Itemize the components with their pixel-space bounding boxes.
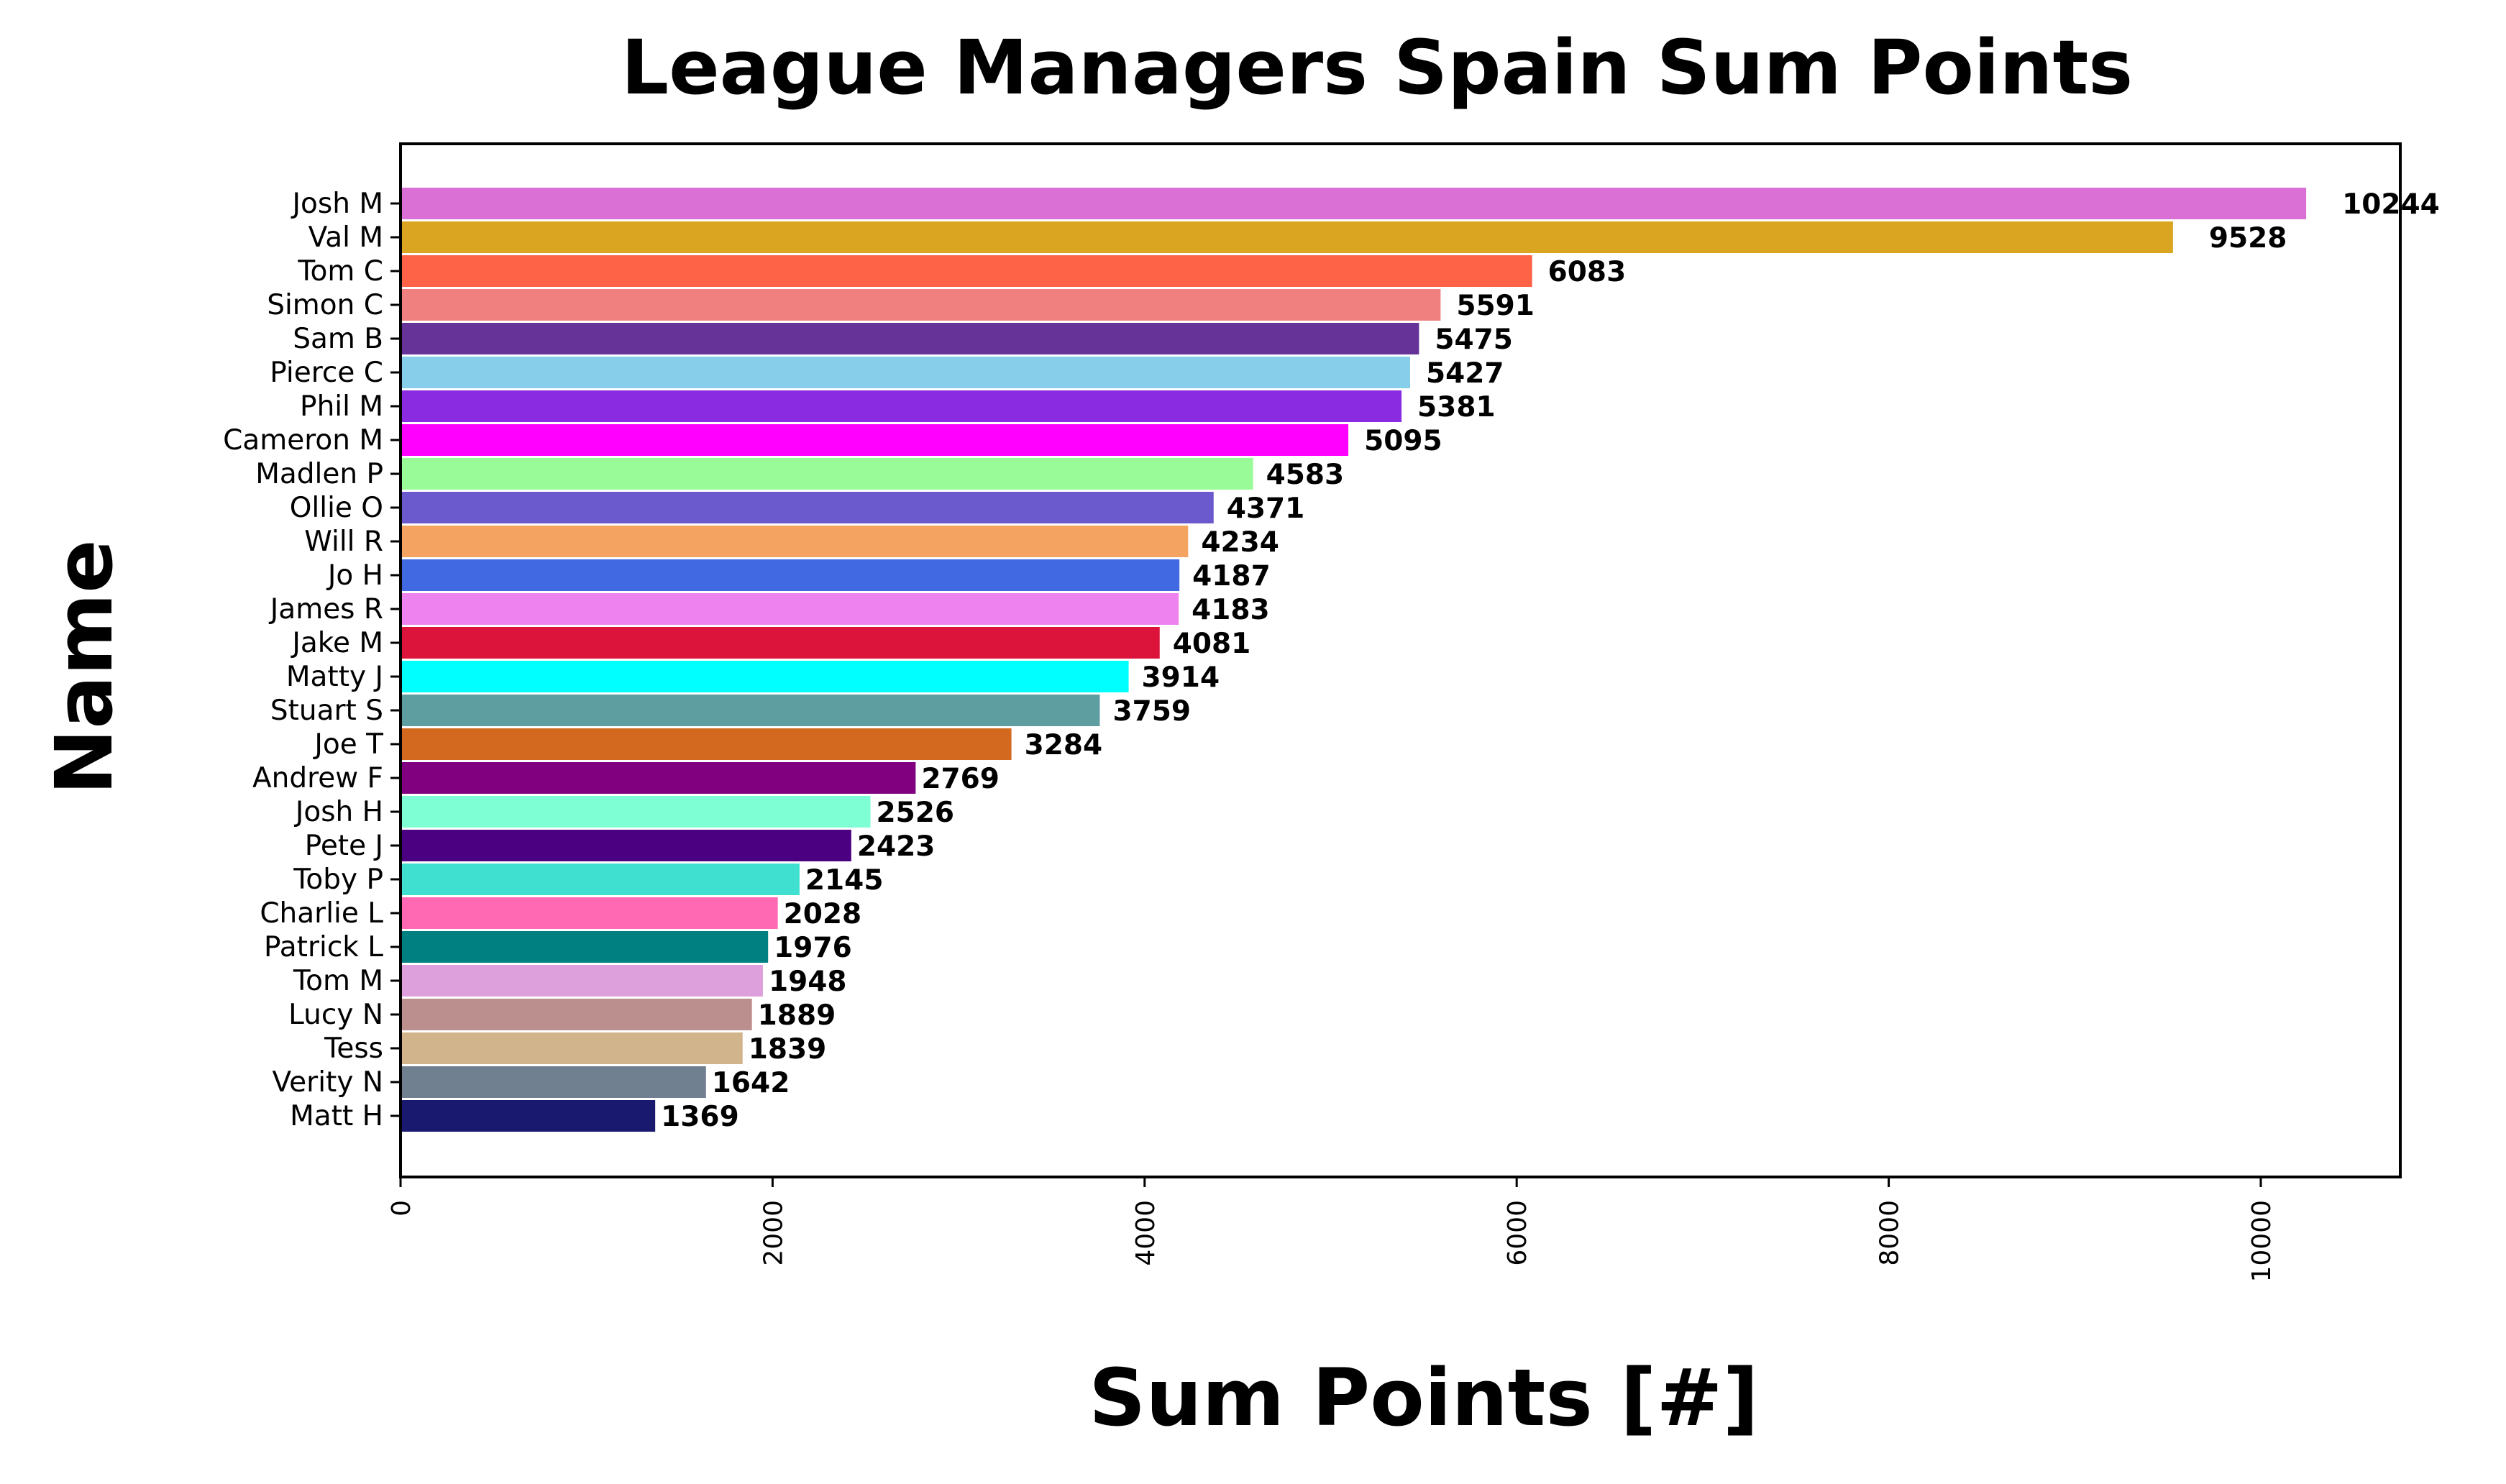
bar (401, 323, 1419, 354)
bar (401, 1032, 743, 1064)
x-tick-label: 2000 (759, 1200, 788, 1266)
y-tick-label: Patrick L (264, 931, 383, 963)
y-tick-label: Jo H (326, 559, 383, 592)
bar (401, 357, 1410, 388)
value-label: 4583 (1266, 459, 1345, 491)
y-tick-label: Val M (308, 221, 383, 254)
value-label: 5427 (1426, 357, 1504, 390)
value-label: 5475 (1435, 324, 1513, 356)
bar (401, 526, 1189, 557)
bar (401, 188, 2307, 219)
value-label: 3914 (1142, 661, 1220, 694)
value-label: 10244 (2342, 188, 2440, 221)
x-tick-label: 10000 (2247, 1200, 2277, 1283)
bar (401, 695, 1100, 726)
y-tick-label: Cameron M (223, 424, 383, 457)
value-label: 2526 (876, 797, 954, 829)
value-label: 5381 (1417, 391, 1496, 423)
bar (401, 492, 1214, 523)
bar (401, 627, 1160, 659)
y-tick-label: Ollie O (290, 492, 383, 524)
x-axis: 0 2000 4000 6000 8000 10000 (387, 1177, 2277, 1283)
x-axis-label: Sum Points [#] (1089, 1352, 1759, 1444)
y-tick-label: Toby P (293, 864, 383, 896)
bar (401, 255, 1532, 287)
y-tick-label: Simon C (267, 289, 383, 321)
bar (401, 931, 769, 963)
bar (401, 1066, 706, 1098)
y-axis-label: Name (38, 539, 130, 795)
y-tick-label: Verity N (273, 1066, 383, 1099)
value-label: 2145 (805, 864, 884, 897)
y-tick-label: Matt H (290, 1100, 383, 1132)
x-tick-label: 4000 (1131, 1200, 1161, 1266)
y-tick-label: Stuart S (270, 695, 383, 727)
y-tick-label: Andrew F (252, 762, 383, 794)
bar (401, 559, 1180, 591)
y-tick-label: Tom C (297, 255, 383, 288)
value-label: 1369 (661, 1101, 739, 1133)
value-label: 1948 (769, 966, 847, 998)
bar (401, 221, 2173, 253)
bar (401, 728, 1012, 760)
value-label: 9528 (2209, 222, 2287, 255)
y-tick-label: James R (268, 593, 383, 626)
y-tick-label: Jake M (290, 627, 383, 659)
value-label: 5591 (1456, 290, 1535, 322)
value-label: 4234 (1201, 526, 1279, 559)
plot-frame (399, 142, 2402, 1178)
y-tick-label: Joe T (312, 728, 383, 761)
value-label: 2028 (784, 898, 862, 930)
value-label: 4371 (1227, 493, 1305, 525)
bar (401, 965, 763, 997)
y-tick-label: Charlie L (260, 897, 383, 930)
bar (401, 458, 1253, 490)
y-tick-label: Pierce C (270, 357, 383, 389)
value-label: 3759 (1112, 695, 1191, 728)
y-tick-label: Will R (304, 526, 383, 558)
value-label: 1889 (758, 999, 836, 1032)
value-label: 5095 (1364, 425, 1442, 457)
y-tick-label: Lucy N (288, 999, 383, 1031)
y-tick-label: Madlen P (255, 458, 383, 490)
value-label: 1976 (774, 932, 852, 964)
y-tick-label: Josh H (293, 796, 383, 828)
bar (401, 999, 752, 1030)
y-tick-label: Phil M (300, 390, 383, 423)
value-label: 4183 (1192, 594, 1270, 626)
chart-title: League Managers Spain Sum Points (621, 24, 2133, 111)
y-tick-label: Josh M (291, 188, 383, 220)
value-label: 2769 (921, 763, 1000, 795)
y-tick-label: Matty J (286, 661, 383, 693)
y-tick-label: Sam B (293, 323, 383, 355)
bar (401, 661, 1129, 692)
bar (401, 796, 871, 828)
value-label: 1642 (712, 1067, 790, 1099)
x-tick-label: 0 (387, 1200, 416, 1217)
bar (401, 390, 1402, 422)
bar (401, 762, 916, 794)
value-label: 6083 (1548, 256, 1627, 288)
bar (401, 289, 1441, 321)
x-tick-label: 6000 (1503, 1200, 1532, 1266)
value-label: 2423 (857, 830, 936, 863)
value-label: 1839 (749, 1033, 827, 1066)
bar (401, 897, 778, 929)
bar (401, 830, 851, 861)
value-label: 4081 (1173, 628, 1251, 660)
bar (401, 424, 1349, 456)
y-tick-label: Pete J (305, 830, 383, 862)
value-label: 4187 (1192, 560, 1271, 592)
y-tick-label: Tess (324, 1032, 383, 1065)
y-tick-label: Tom M (293, 965, 383, 997)
bar (401, 864, 800, 895)
value-label: 3284 (1025, 729, 1103, 761)
bar (401, 1100, 656, 1132)
bar (401, 593, 1179, 625)
bars-group (401, 188, 2307, 1132)
x-tick-label: 8000 (1875, 1200, 1905, 1266)
